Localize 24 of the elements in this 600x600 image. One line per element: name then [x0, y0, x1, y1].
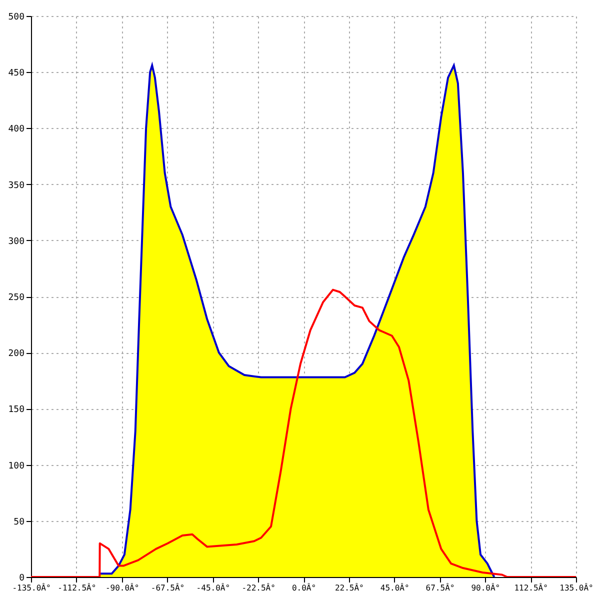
y-tick-label: 450	[8, 68, 24, 79]
x-tick-label: 45.0Â°	[380, 582, 410, 592]
x-tick-label: -22.5Â°	[242, 582, 276, 592]
y-tick-label: 300	[8, 236, 24, 247]
x-tick-label: 90.0Â°	[471, 582, 500, 592]
y-tick-label: 350	[8, 180, 24, 191]
x-tick-label: -135.0Â°	[12, 582, 51, 592]
y-tick-label: 200	[8, 349, 24, 360]
x-tick-label: 135.0Â°	[560, 582, 594, 592]
x-tick-label: -112.5Â°	[58, 582, 96, 592]
y-tick-label: 150	[8, 405, 24, 416]
x-tick-label: 67.5Â°	[426, 582, 455, 592]
x-tick-label: 0.0Â°	[292, 582, 316, 592]
y-tick-label: 400	[8, 124, 24, 135]
x-tick-label: -45.0Â°	[196, 582, 230, 592]
y-tick-label: 250	[8, 293, 24, 303]
x-tick-label: -90.0Â°	[105, 582, 140, 592]
y-tick-label: 500	[8, 12, 24, 22]
y-tick-label: 50	[14, 517, 24, 528]
x-tick-label: -67.5Â°	[150, 582, 185, 592]
x-tick-label: 112.5Â°	[514, 582, 548, 592]
x-tick-label: 22.5Â°	[334, 582, 364, 592]
y-tick-label: 100	[8, 461, 24, 472]
y-tick-label: 0	[19, 574, 24, 584]
